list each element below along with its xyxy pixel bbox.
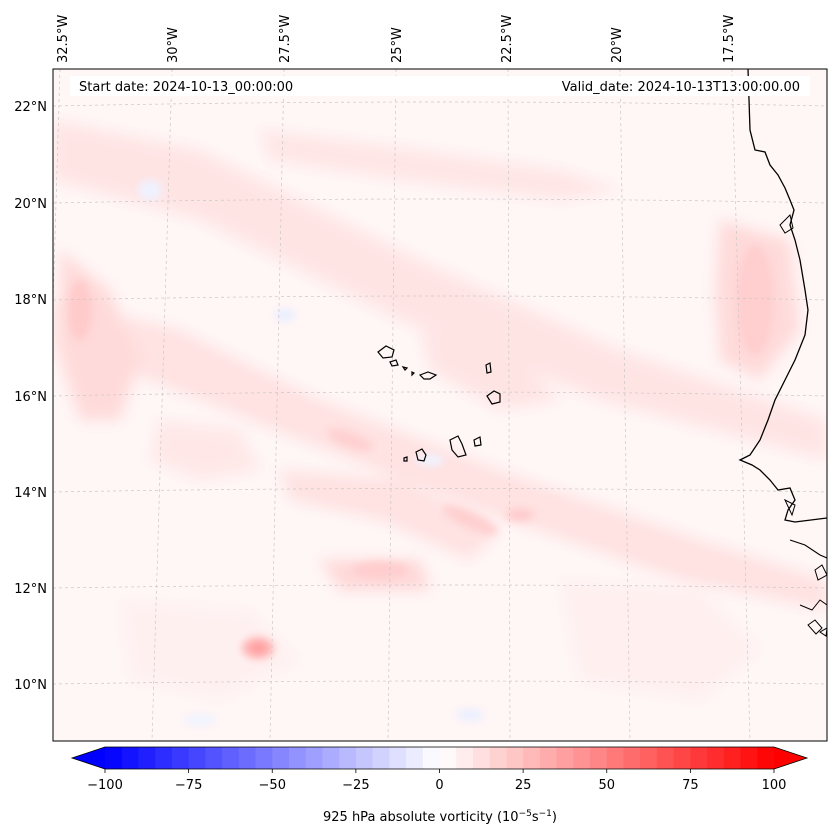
colorbar-cell [355,747,374,769]
colorbar-cell [188,747,206,769]
lat-label-18n: 18°N [14,293,47,308]
lon-label-17-5w: 17.5°W [722,15,737,63]
colorbar-cell [288,747,307,769]
colorbar-cell [590,747,608,769]
graticule [53,69,827,741]
colorbar-cell [222,747,240,769]
lat-label-14n: 14°N [14,486,47,501]
colorbar-cell [723,747,742,769]
lon-label-32-5w: 32.5°W [56,15,71,63]
colorbar-cell [740,747,758,769]
colorbar-cell [673,747,691,769]
colorbar-tick-label: 75 [682,778,699,793]
colorbar: −100 −75 −50 −25 0 25 50 75 100 925 hPa absolute… [70,746,809,825]
lat-label-22n: 22°N [14,100,47,115]
colorbar-cell [640,747,658,769]
colorbar-tick-label: 100 [762,778,787,793]
lon-label-25w: 25°W [390,27,405,63]
lat-label-16n: 16°N [14,390,47,405]
colorbar-cell [406,747,424,769]
colorbar-cell [422,747,441,769]
colorbar-cell [757,747,775,769]
colorbar-cells [105,747,775,769]
colorbar-tick-label: 0 [435,778,443,793]
colorbar-cell [539,747,558,769]
colorbar-cell [606,747,624,769]
coastline [738,69,827,637]
colorbar-cell [339,747,357,769]
colorbar-tick-label: −100 [87,778,123,793]
longitude-labels: 32.5°W 30°W 27.5°W 25°W 22.5°W 20°W 17.5… [56,15,737,63]
colorbar-tick-label: 50 [598,778,615,793]
colorbar-tick-label: −25 [342,778,369,793]
colorbar-cell [439,747,457,769]
colorbar-label: 925 hPa absolute vorticity (10−5s−1) [323,809,557,825]
colorbar-cell [105,747,123,769]
valid-date-label: Valid_date: 2024-10-13T13:00:00.00 [562,80,800,95]
colorbar-cell [322,747,340,769]
date-banner-background [70,76,810,96]
latitude-labels: 22°N 20°N 18°N 16°N 14°N 12°N 10°N [14,100,47,693]
cape-verde-islands [377,345,501,462]
lat-label-20n: 20°N [14,197,47,212]
colorbar-cell [556,747,574,769]
map-panel: Start date: 2024-10-13_00:00:00 Valid_da… [52,68,828,742]
colorbar-cell [472,747,491,769]
colorbar-tick-label: 25 [515,778,532,793]
colorbar-cell [155,747,173,769]
colorbar-cell [171,747,190,769]
lat-label-12n: 12°N [14,582,47,597]
colorbar-cell [523,747,541,769]
lon-label-22-5w: 22.5°W [500,15,515,63]
colorbar-cell [205,747,223,769]
colorbar-ticks: −100 −75 −50 −25 0 25 50 75 100 [87,769,786,793]
colorbar-cell [121,747,139,769]
colorbar-max-arrow [774,747,807,769]
colorbar-cell [138,747,156,769]
colorbar-cell [489,747,507,769]
colorbar-cell [238,747,257,769]
colorbar-cell [305,747,323,769]
lon-label-30w: 30°W [166,27,181,63]
colorbar-cell [389,747,407,769]
colorbar-cell [573,747,591,769]
colorbar-cell [372,747,390,769]
start-date-label: Start date: 2024-10-13_00:00:00 [79,80,293,95]
colorbar-tick-label: −50 [259,778,286,793]
colorbar-cell [623,747,641,769]
colorbar-cell [272,747,290,769]
colorbar-cell [506,747,524,769]
vorticity-field [53,120,827,726]
colorbar-cell [690,747,708,769]
lon-label-27-5w: 27.5°W [278,15,293,63]
date-banner: Start date: 2024-10-13_00:00:00 Valid_da… [70,76,810,96]
lat-label-10n: 10°N [14,678,47,693]
colorbar-cell [255,747,273,769]
colorbar-cell [456,747,474,769]
lon-label-20w: 20°W [610,27,625,63]
colorbar-cell [707,747,725,769]
colorbar-min-arrow [72,747,105,769]
colorbar-tick-label: −75 [175,778,202,793]
colorbar-cell [656,747,675,769]
map-frame [52,68,828,742]
